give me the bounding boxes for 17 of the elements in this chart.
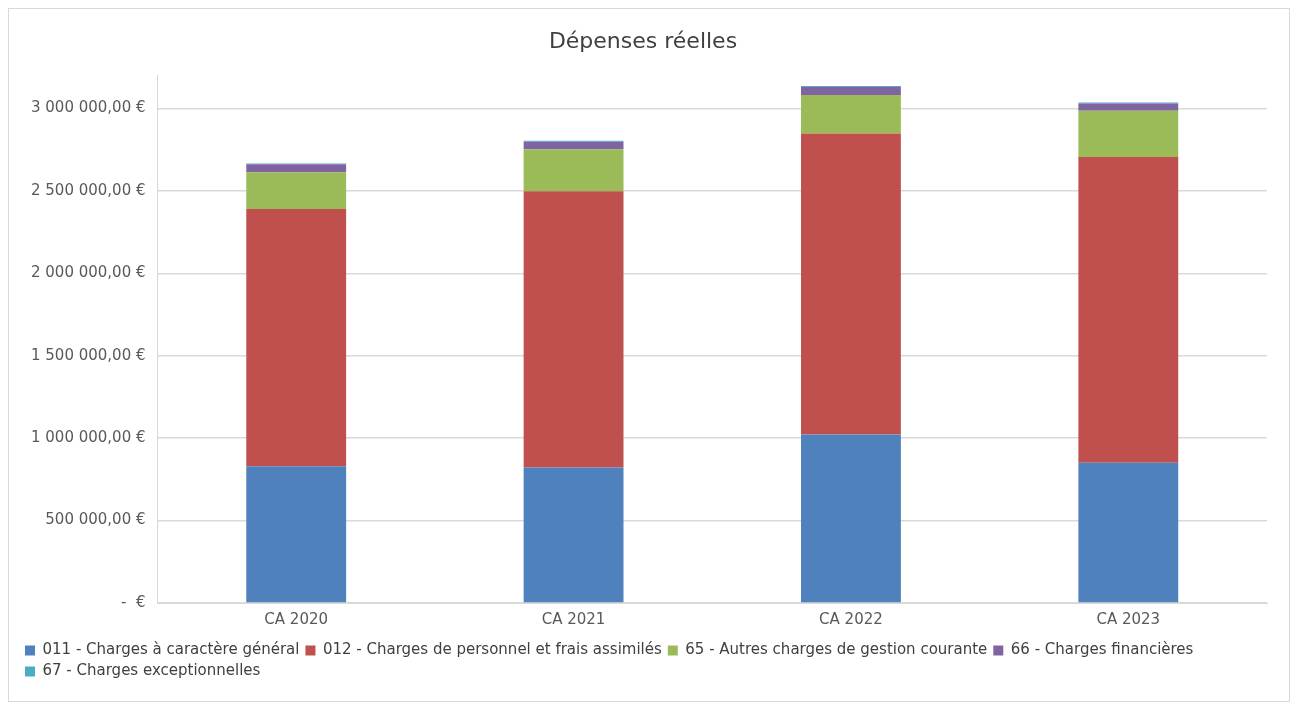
y-tick-label: 1 500 000,00 € [30,345,146,364]
legend-label: 011 - Charges à caractère général [42,640,300,659]
chart-title: Dépenses réelles [548,27,738,53]
legend-label: 012 - Charges de personnel et frais assimilés [322,640,662,659]
legend-label: 67 - Charges exceptionnelles [42,661,261,680]
y-tick-label: 500 000,00 € [45,510,146,529]
legend-label: 66 - Charges financières [1010,640,1194,659]
y-tick-label: 2 000 000,00 € [30,263,146,282]
y-tick-label: 1 000 000,00 € [30,428,146,447]
x-tick-label: CA 2023 [1096,609,1161,628]
x-tick-label: CA 2020 [264,609,329,628]
legend-label: 65 - Autres charges de gestion courante [685,640,988,659]
x-tick-label: CA 2022 [819,609,883,628]
y-tick-label: 2 500 000,00 € [30,180,146,199]
y-tick-label: - € [121,592,146,611]
y-tick-label: 3 000 000,00 € [30,98,146,117]
x-tick-label: CA 2021 [541,609,606,628]
